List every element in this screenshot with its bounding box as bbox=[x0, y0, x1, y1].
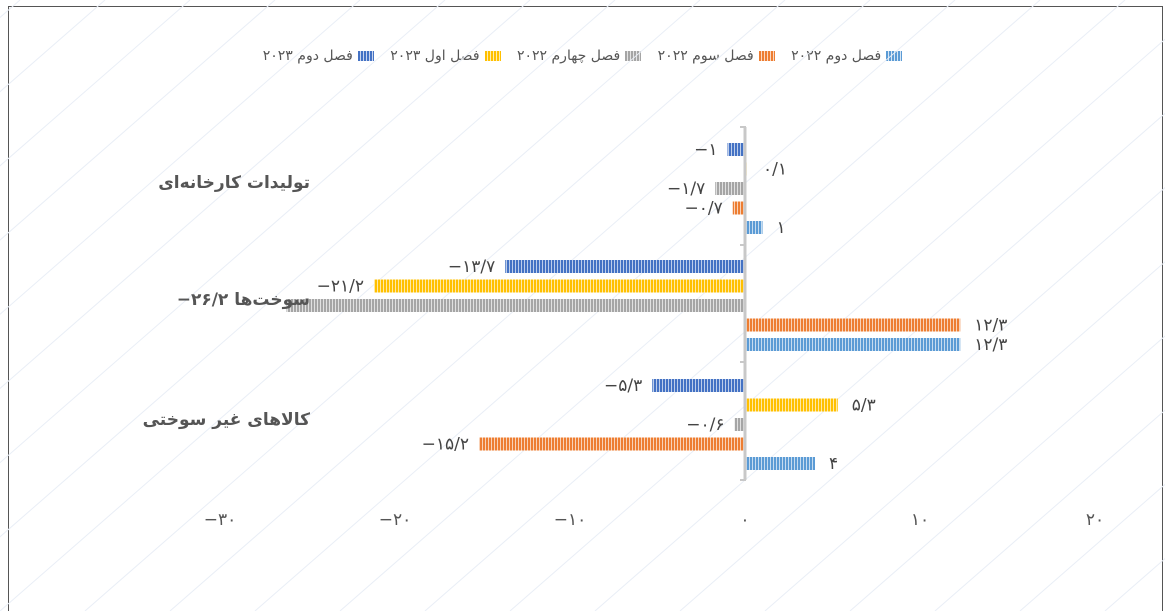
category-label-manufactured-goods: تولیدات کارخانه‌ای bbox=[158, 173, 310, 193]
legend-item-q2-2022: فصل دوم ۲۰۲۲ bbox=[791, 48, 903, 64]
data-label-manufactured-goods-q2-2022: ۱ bbox=[777, 218, 786, 238]
bars-layer bbox=[286, 143, 961, 470]
bar-fuels-q1-2023 bbox=[374, 279, 745, 293]
background-line bbox=[424, 0, 1126, 611]
background-line bbox=[509, 38, 1165, 611]
x-tick-label: ۲۰ bbox=[1086, 510, 1104, 530]
legend-swatch-q3-2022 bbox=[758, 51, 775, 61]
data-label-manufactured-goods-q3-2022: −۰/۷ bbox=[685, 199, 723, 219]
bar-non-fuel-commodities-q2-2022 bbox=[745, 457, 815, 470]
data-label-manufactured-goods-q1-2023: ۰/۱ bbox=[763, 160, 787, 180]
bar-non-fuel-commodities-q2-2023 bbox=[652, 379, 745, 392]
legend-label-q2-2023: فصل دوم ۲۰۲۳ bbox=[262, 48, 353, 64]
background-line bbox=[1019, 483, 1165, 611]
legend-label-q1-2023: فصل اول ۲۰۲۳ bbox=[390, 48, 480, 64]
x-tick-label: ۰ bbox=[740, 510, 749, 530]
background-line bbox=[594, 112, 1165, 611]
bar-non-fuel-commodities-q4-2022 bbox=[734, 418, 745, 431]
background-line bbox=[934, 409, 1165, 611]
data-label-non-fuel-commodities-q2-2022: ۴ bbox=[829, 454, 838, 474]
data-label-fuels-q2-2022: ۱۲/۳ bbox=[974, 335, 1007, 355]
legend-item-q2-2023: فصل دوم ۲۰۲۳ bbox=[263, 48, 374, 64]
data-label-non-fuel-commodities-q1-2023: ۵/۳ bbox=[852, 396, 876, 416]
bar-manufactured-goods-q4-2022 bbox=[715, 182, 745, 195]
bar-fuels-q4-2022 bbox=[286, 299, 745, 312]
data-label-fuels-q1-2023: −۲۱/۲ bbox=[317, 277, 364, 297]
data-label-non-fuel-commodities-q4-2022: −۰/۶ bbox=[686, 415, 724, 435]
background-line bbox=[764, 261, 1165, 611]
background-line bbox=[679, 187, 1165, 611]
background-line bbox=[0, 0, 616, 538]
data-label-non-fuel-commodities-q3-2022: −۱۵/۲ bbox=[422, 435, 469, 455]
x-tick-label: ۱۰ bbox=[911, 510, 929, 530]
background-line bbox=[0, 0, 191, 167]
bar-fuels-q2-2023 bbox=[505, 260, 745, 273]
data-label-non-fuel-commodities-q2-2023: −۵/۳ bbox=[604, 376, 642, 396]
background-line bbox=[849, 335, 1165, 611]
background-line bbox=[0, 0, 106, 93]
data-label-fuels-q2-2023: −۱۳/۷ bbox=[448, 257, 495, 277]
data-label-fuels-q3-2022: ۱۲/۳ bbox=[974, 316, 1007, 336]
bar-manufactured-goods-q2-2023 bbox=[727, 143, 745, 156]
bar-manufactured-goods-q2-2022 bbox=[745, 221, 763, 234]
legend-swatch-q2-2022 bbox=[886, 51, 903, 61]
bar-fuels-q2-2022 bbox=[745, 338, 961, 351]
x-tick-label: −۲۰ bbox=[379, 510, 412, 530]
bar-fuels-q3-2022 bbox=[745, 318, 961, 332]
bar-manufactured-goods-q3-2022 bbox=[732, 201, 745, 215]
legend-item-q1-2023: فصل اول ۲۰۲۳ bbox=[390, 48, 501, 64]
legend: فصل دوم ۲۰۲۲ فصل سوم ۲۰۲۲ فصل چهارم ۲۰۲۲… bbox=[0, 48, 1165, 64]
background-line bbox=[1104, 557, 1165, 611]
x-tick-label: −۱۰ bbox=[554, 510, 587, 530]
legend-label-q4-2022: فصل چهارم ۲۰۲۲ bbox=[516, 48, 621, 64]
bar-non-fuel-commodities-q1-2023 bbox=[745, 398, 838, 412]
category-label-fuels: −۲۶/۲ سوخت‌ها bbox=[177, 290, 310, 310]
background-line bbox=[0, 0, 446, 390]
chart-frame bbox=[8, 6, 1163, 611]
data-label-manufactured-goods-q2-2023: −۱ bbox=[694, 140, 717, 160]
category-label-non-fuel-commodities: کالاهای غیر سوختی bbox=[143, 410, 311, 430]
legend-swatch-q1-2023 bbox=[484, 51, 501, 61]
labels-layer: −۱ ۰/۱ −۱/۷−۰/۷ ۱ تولیدات کارخانه‌ای −۱۳/۷ −۲۱… bbox=[143, 140, 1008, 474]
axis-layer: −۳۰ −۲۰ −۱۰ ۰ ۱۰ ۲۰ bbox=[204, 126, 1104, 530]
legend-item-q4-2022: فصل چهارم ۲۰۲۲ bbox=[516, 48, 642, 64]
bar-non-fuel-commodities-q3-2022 bbox=[479, 437, 745, 451]
background-line bbox=[0, 0, 361, 315]
background-line bbox=[0, 0, 276, 241]
legend-swatch-q2-2023 bbox=[357, 51, 374, 61]
legend-swatch-q4-2022 bbox=[625, 51, 642, 61]
x-tick-label: −۳۰ bbox=[204, 510, 237, 530]
data-label-manufactured-goods-q4-2022: −۱/۷ bbox=[667, 179, 705, 199]
background-line bbox=[0, 0, 531, 464]
